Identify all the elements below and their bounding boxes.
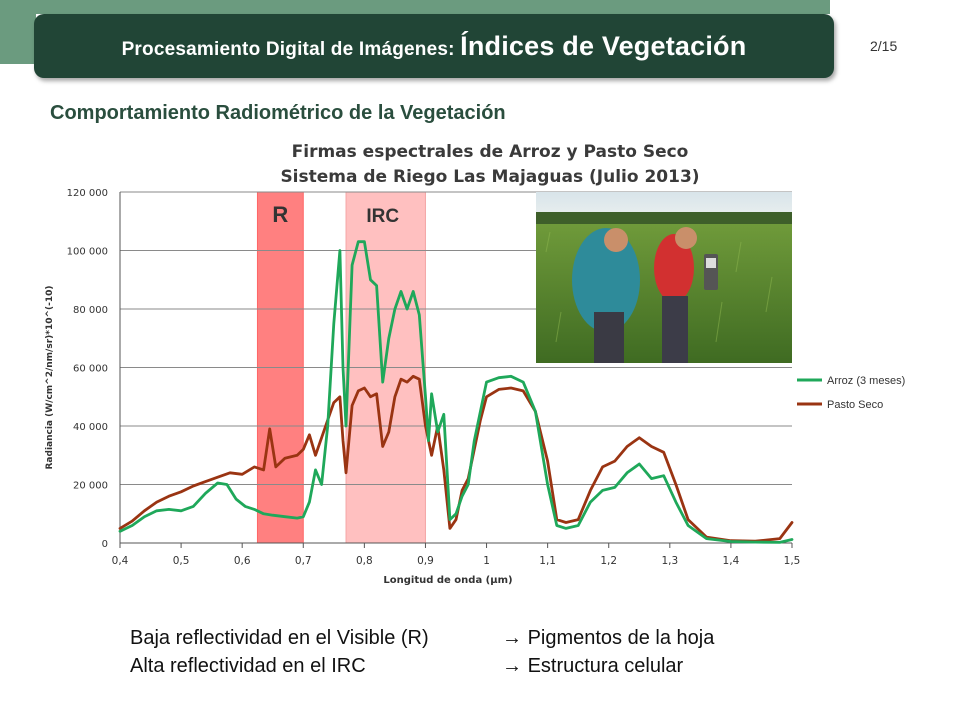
conclusion-line-1: Baja reflectividad en el Visible (R) → P… bbox=[130, 624, 714, 652]
conclusion-2-left: Alta reflectividad en el IRC bbox=[130, 655, 366, 677]
chart-title-line1: Firmas espectrales de Arroz y Pasto Seco bbox=[291, 142, 689, 162]
band-label-irc: IRC bbox=[366, 206, 399, 227]
left-accent-tab bbox=[0, 14, 36, 64]
x-tick-label: 1 bbox=[483, 555, 490, 567]
y-tick-label: 60 000 bbox=[73, 364, 108, 375]
band-label-r: R bbox=[272, 202, 288, 227]
field-photo bbox=[536, 192, 792, 363]
conclusion-2-text: Estructura celular bbox=[527, 655, 684, 677]
conclusions: Baja reflectividad en el Visible (R) → P… bbox=[130, 624, 714, 680]
conclusion-1-right: → Pigmentos de la hoja bbox=[502, 624, 714, 652]
conclusion-1-left: Baja reflectividad en el Visible (R) bbox=[130, 627, 429, 649]
top-accent-bar bbox=[0, 0, 830, 14]
chart-title: Firmas espectrales de Arroz y Pasto Seco… bbox=[180, 140, 800, 190]
y-tick-label: 80 000 bbox=[73, 305, 108, 316]
x-tick-label: 1,3 bbox=[661, 555, 678, 567]
x-tick-label: 0,8 bbox=[356, 555, 373, 567]
field-workers-photo-icon bbox=[536, 192, 792, 363]
slide-title-prefix: Procesamiento Digital de Imágenes: bbox=[121, 38, 455, 60]
y-axis-label: Radiancia (W/cm^2/nm/sr)*10^(-10) bbox=[45, 285, 55, 469]
conclusion-2-right: → Estructura celular bbox=[502, 652, 683, 680]
section-subtitle: Comportamiento Radiométrico de la Vegeta… bbox=[50, 102, 506, 124]
y-tick-label: 20 000 bbox=[73, 481, 108, 492]
conclusion-1-text: Pigmentos de la hoja bbox=[527, 627, 715, 649]
x-tick-label: 1,1 bbox=[539, 555, 556, 567]
series-line-pasto-seco bbox=[118, 374, 794, 543]
x-tick-label: 0,9 bbox=[417, 555, 434, 567]
x-tick-label: 1,4 bbox=[723, 555, 740, 567]
slide-title: Procesamiento Digital de Imágenes: Índic… bbox=[122, 31, 747, 62]
y-tick-label: 0 bbox=[102, 539, 108, 550]
y-tick-label: 120 000 bbox=[67, 188, 108, 199]
y-tick-label: 40 000 bbox=[73, 422, 108, 433]
x-axis-label: Longitud de onda (μm) bbox=[383, 575, 512, 586]
legend-entry: Pasto Seco bbox=[827, 399, 883, 411]
x-tick-label: 0,4 bbox=[112, 555, 129, 567]
slide-title-main: Índices de Vegetación bbox=[460, 30, 747, 61]
x-tick-label: 0,6 bbox=[234, 555, 251, 567]
x-tick-label: 0,5 bbox=[173, 555, 190, 567]
arrow-right-icon: → bbox=[502, 627, 522, 649]
x-tick-label: 1,2 bbox=[600, 555, 617, 567]
x-tick-label: 0,7 bbox=[295, 555, 312, 567]
y-tick-label: 100 000 bbox=[67, 247, 108, 258]
title-banner: Procesamiento Digital de Imágenes: Índic… bbox=[34, 14, 834, 78]
legend-entry: Arroz (3 meses) bbox=[827, 375, 905, 387]
arrow-right-icon: → bbox=[502, 655, 522, 677]
conclusion-line-2: Alta reflectividad en el IRC → Estructur… bbox=[130, 652, 683, 680]
chart-title-line2: Sistema de Riego Las Majaguas (Julio 201… bbox=[280, 167, 700, 187]
page-number: 2/15 bbox=[870, 38, 898, 54]
series-line-arroz-3-meses bbox=[118, 240, 794, 544]
x-tick-label: 1,5 bbox=[784, 555, 801, 567]
